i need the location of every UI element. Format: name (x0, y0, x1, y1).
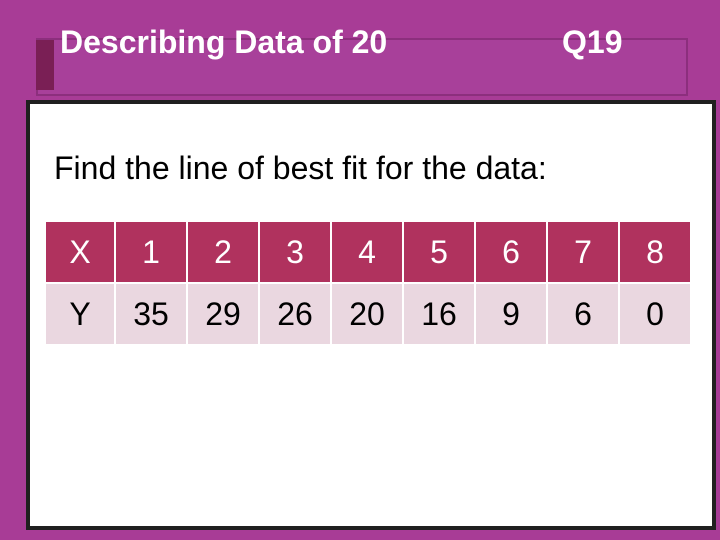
x-cell: 6 (474, 220, 548, 284)
y-cell: 9 (474, 282, 548, 346)
x-cell: 4 (330, 220, 404, 284)
slide-title: Describing Data of 20 (60, 24, 388, 60)
question-number: Q19 (562, 24, 623, 60)
x-cell: 7 (546, 220, 620, 284)
title-bar (36, 38, 688, 96)
y-cell: 29 (186, 282, 260, 346)
y-row: Y 35 29 26 20 16 9 6 0 (44, 282, 692, 346)
y-cell: 6 (546, 282, 620, 346)
x-header: X (44, 220, 116, 284)
x-row: X 1 2 3 4 5 6 7 8 (44, 220, 692, 284)
y-cell: 0 (618, 282, 692, 346)
data-table: X 1 2 3 4 5 6 7 8 Y 35 29 26 20 16 9 6 0 (44, 220, 692, 346)
y-cell: 20 (330, 282, 404, 346)
y-cell: 35 (114, 282, 188, 346)
x-cell: 1 (114, 220, 188, 284)
y-cell: 26 (258, 282, 332, 346)
x-cell: 3 (258, 220, 332, 284)
y-cell: 16 (402, 282, 476, 346)
x-cell: 2 (186, 220, 260, 284)
title-accent-bar (36, 40, 54, 90)
content-panel: Find the line of best fit for the data: … (26, 100, 716, 530)
question-prompt: Find the line of best fit for the data: (54, 150, 547, 186)
y-header: Y (44, 282, 116, 346)
x-cell: 8 (618, 220, 692, 284)
x-cell: 5 (402, 220, 476, 284)
